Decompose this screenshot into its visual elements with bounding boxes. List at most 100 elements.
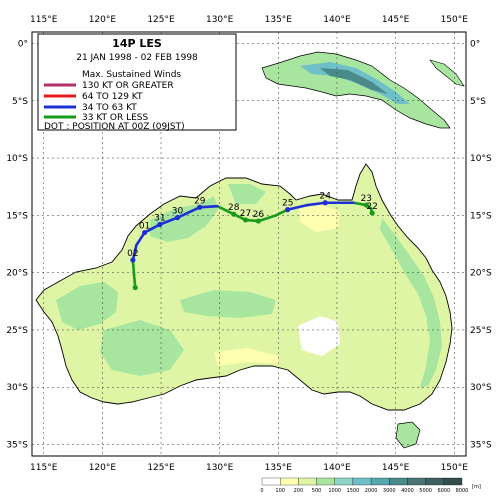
colorbar-tick-label: 100	[275, 488, 285, 494]
daily-position-dot	[242, 217, 249, 223]
lon-label-top: 115°E	[30, 15, 58, 25]
lon-label-top: 140°E	[323, 15, 351, 25]
lon-label-bottom: 140°E	[323, 463, 351, 473]
lon-label-top: 125°E	[147, 15, 175, 25]
lon-label-bottom: 150°E	[441, 463, 469, 473]
daily-position-dot	[142, 229, 148, 236]
great-dividing-range	[380, 218, 442, 388]
daily-position-label: 23	[361, 194, 372, 204]
legend-label-130kt: 130 KT OR GREATER	[82, 81, 174, 91]
colorbar-tick-label: 6000	[437, 488, 450, 494]
daily-position-dot	[132, 284, 138, 291]
daily-position-label: 24	[320, 192, 332, 202]
daily-position-dot	[369, 210, 375, 216]
lon-label-top: 145°E	[382, 15, 410, 25]
lat-label-right: 30°S	[470, 383, 492, 393]
colorbar-swatch	[261, 477, 281, 486]
colorbar-swatch	[407, 477, 426, 486]
colorbar-tick-label: 1500	[347, 488, 360, 494]
lon-label-top: 150°E	[441, 15, 469, 25]
track-segment	[143, 223, 162, 234]
colorbar-swatch	[334, 477, 354, 486]
daily-position-label: 26	[253, 210, 265, 220]
lon-label-bottom: 115°E	[30, 463, 58, 473]
lat-label-right: 15°S	[470, 211, 492, 221]
legend-heading: Max. Sustained Winds	[82, 70, 181, 80]
lon-label-bottom: 120°E	[89, 463, 117, 473]
track-segment	[198, 204, 219, 209]
colorbar-tick-label: 8000	[456, 488, 469, 494]
daily-position-dot	[285, 207, 291, 213]
lat-label-right: 25°S	[470, 326, 492, 336]
lat-label-left: 5°S	[12, 97, 28, 107]
daily-position-dot	[174, 215, 181, 221]
lat-label-left: 30°S	[6, 383, 28, 393]
lon-label-bottom: 145°E	[382, 463, 410, 473]
western-plateau	[100, 320, 184, 376]
new-britain-island	[429, 59, 465, 87]
lat-label-right: 5°S	[470, 97, 486, 107]
daily-position-dot	[255, 218, 261, 224]
lat-label-right: 20°S	[470, 269, 492, 279]
colorbar-swatch	[425, 477, 444, 486]
daily-position-dot	[130, 257, 136, 263]
lake-eyre-basin	[298, 316, 340, 356]
track-segment	[306, 201, 327, 207]
daily-position-label: 22	[366, 202, 377, 212]
tasmania-island	[395, 421, 421, 449]
nullarbor-lowland	[214, 348, 280, 366]
lat-label-right: 0°	[470, 39, 480, 49]
map-frame	[31, 31, 467, 457]
storm-period: 21 JAN 1998 - 02 FEB 1998	[76, 53, 198, 63]
daily-position-label: 25	[282, 199, 293, 209]
new-guinea-peaks	[320, 68, 388, 94]
colorbar-swatch	[389, 477, 408, 486]
legend-label-34kt: 34 TO 63 KT	[82, 103, 137, 113]
lat-label-right: 10°S	[470, 154, 492, 164]
lat-label-left: 15°S	[6, 211, 28, 221]
colorbar-swatch	[280, 477, 299, 486]
lon-label-bottom: 130°E	[206, 463, 234, 473]
colorbar-swatch	[443, 477, 463, 486]
colorbar-swatch	[316, 477, 335, 486]
lat-label-left: 20°S	[6, 269, 28, 279]
colorbar-tick-label: 1000	[328, 488, 341, 494]
lon-label-bottom: 125°E	[147, 463, 175, 473]
lon-label-bottom: 135°E	[265, 463, 293, 473]
daily-position-label: 02	[127, 249, 138, 259]
colorbar-tick-label: 2000	[365, 488, 378, 494]
colorbar-tick-label: 200	[294, 488, 304, 494]
track-segment	[158, 216, 179, 226]
colorbar-swatch	[352, 477, 372, 486]
daily-position-label: 01	[139, 222, 150, 232]
track-segment	[176, 206, 202, 219]
lat-label-left: 10°S	[6, 154, 28, 164]
legend-label-33kt: 33 KT OR LESS	[82, 113, 148, 123]
lat-label-left: 0°	[18, 39, 28, 49]
lon-label-top: 135°E	[265, 15, 293, 25]
lat-label-left: 25°S	[6, 326, 28, 336]
track-segment	[216, 204, 236, 216]
colorbar-unit: [m]	[472, 484, 481, 490]
daily-position-label: 28	[228, 203, 240, 213]
track-segment	[257, 214, 278, 223]
landmass-layer	[35, 33, 465, 449]
lat-label-right: 35°S	[470, 441, 492, 451]
daily-position-label: 30	[172, 207, 184, 217]
lon-label-top: 130°E	[206, 15, 234, 25]
central-ranges	[180, 290, 276, 318]
daily-position-label: 31	[154, 214, 165, 224]
legend-background	[37, 33, 237, 131]
lat-label-left: 35°S	[6, 441, 28, 451]
gulf-lowland	[300, 204, 340, 232]
legend-label-64kt: 64 TO 129 KT	[82, 92, 143, 102]
legend-dot-note: DOT : POSITION AT 00Z (09JST)	[44, 122, 185, 132]
colorbar-tick-label: 500	[312, 488, 322, 494]
storm-name: 14P LES	[112, 37, 162, 50]
colorbar-tick-label: 3000	[383, 488, 396, 494]
axis-tick-labels: 115°E 115°E 120°E 120°E 125°E 125°E 130°E 130°E…	[6, 15, 492, 473]
arnhem-upland	[228, 184, 266, 204]
daily-position-dot	[231, 211, 237, 217]
